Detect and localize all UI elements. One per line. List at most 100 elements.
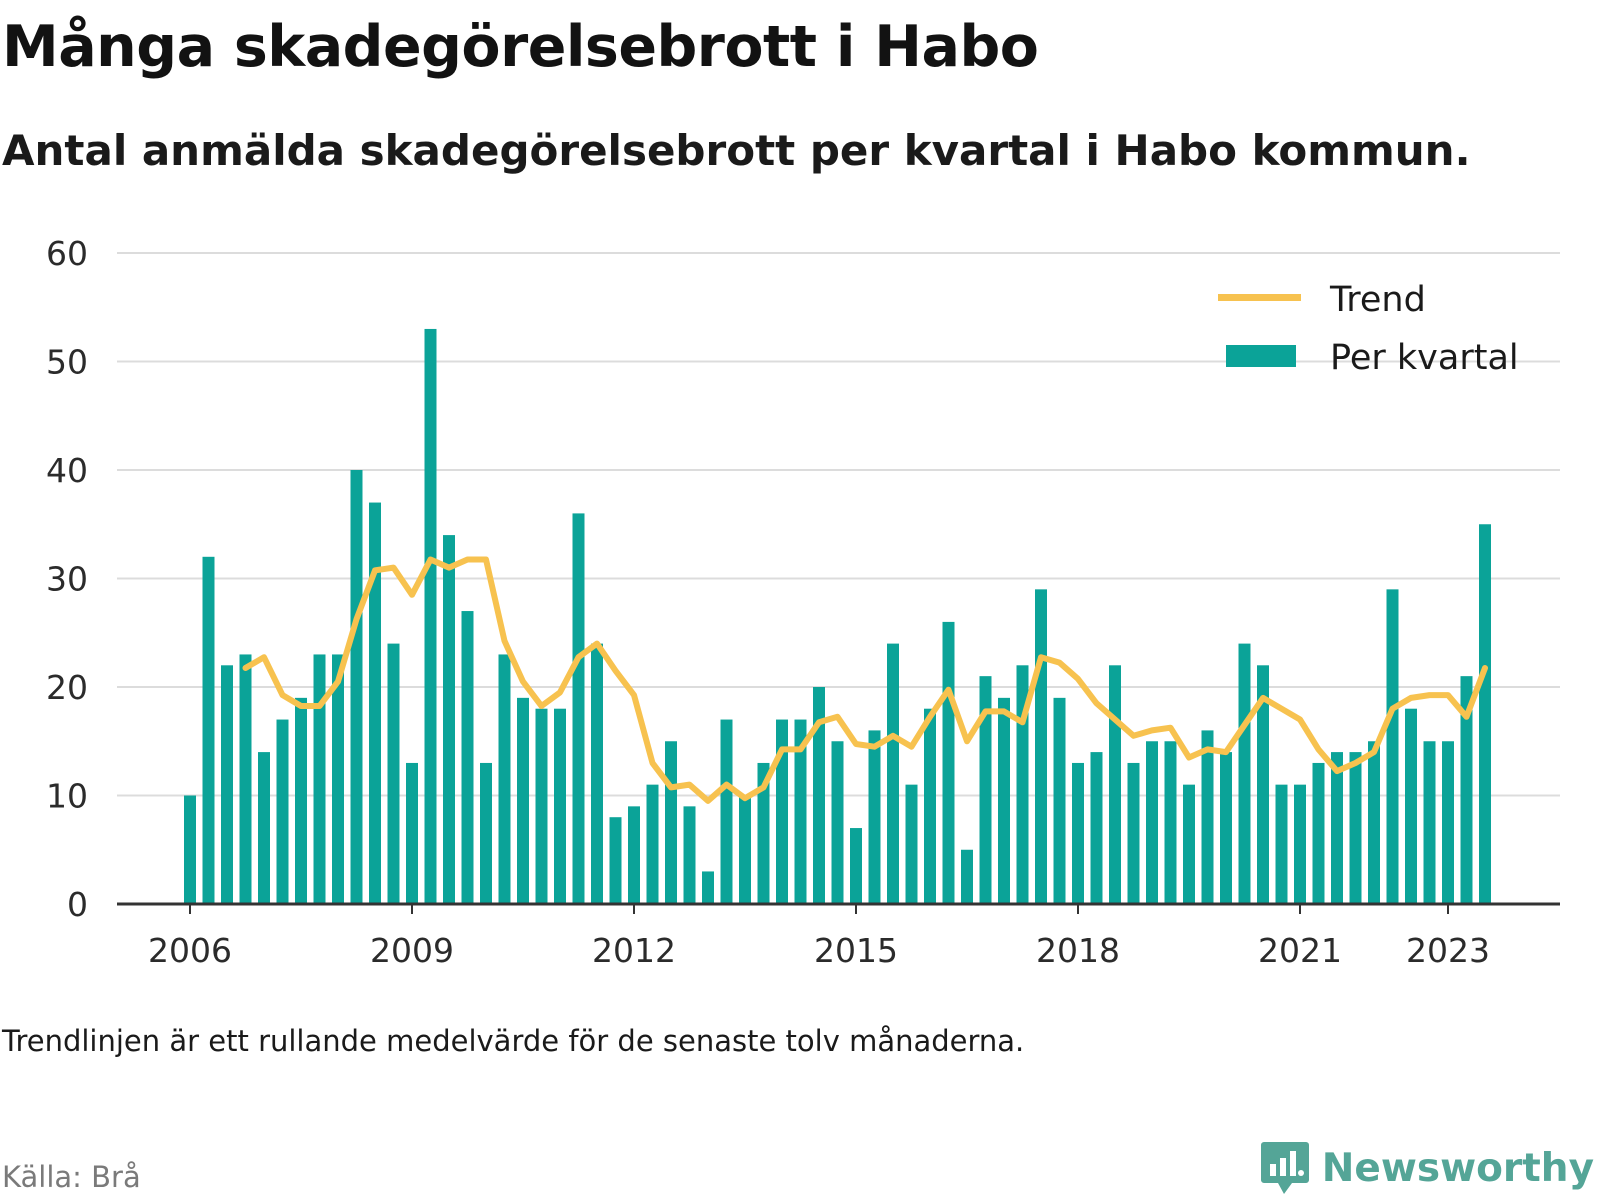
bar xyxy=(1479,524,1491,904)
bar xyxy=(1257,665,1269,904)
bar xyxy=(202,556,215,904)
y-tick-label: 40 xyxy=(46,451,88,490)
bar xyxy=(1146,741,1158,904)
bar xyxy=(905,784,918,904)
y-tick-label: 10 xyxy=(46,777,88,816)
x-tick-label: 2012 xyxy=(592,931,676,970)
bar xyxy=(850,828,862,904)
bar xyxy=(868,730,881,904)
bar xyxy=(1312,762,1325,904)
bar xyxy=(757,762,770,904)
x-tick-label: 2015 xyxy=(814,931,898,970)
legend-bar-label: Per kvartal xyxy=(1330,338,1519,378)
bar xyxy=(480,762,492,904)
brand-name: Newsworthy xyxy=(1321,1145,1594,1191)
brand-logo: Newsworthy xyxy=(1260,1140,1594,1196)
bar xyxy=(1386,589,1399,904)
bar xyxy=(702,871,714,904)
y-tick-label: 20 xyxy=(46,668,88,707)
bar xyxy=(1090,752,1103,904)
bar xyxy=(239,654,252,904)
bar xyxy=(739,795,751,904)
bar xyxy=(720,719,733,904)
bar xyxy=(1183,784,1195,904)
legend-bar-swatch xyxy=(1226,345,1296,367)
bar xyxy=(369,502,381,904)
bar xyxy=(1035,589,1047,904)
newsworthy-icon xyxy=(1260,1142,1309,1194)
bar xyxy=(1331,752,1343,904)
bar xyxy=(1460,676,1473,904)
bar xyxy=(1016,665,1029,904)
legend-trend-swatch xyxy=(1218,294,1301,301)
x-axis-ticks: 2006 2009 2012 2015 2018 2021 2023 xyxy=(148,904,1490,970)
trend-line xyxy=(242,556,1488,804)
bar xyxy=(1164,741,1177,904)
bar xyxy=(1109,665,1121,904)
bar xyxy=(813,687,825,904)
bar xyxy=(887,643,899,904)
y-tick-label: 30 xyxy=(46,560,88,599)
bar xyxy=(517,697,529,904)
x-tick-label: 2006 xyxy=(148,931,232,970)
bar xyxy=(313,654,326,904)
bar xyxy=(924,708,936,904)
bar xyxy=(1368,741,1380,904)
bar xyxy=(424,328,437,904)
bar xyxy=(461,611,474,904)
y-tick-label: 60 xyxy=(46,234,88,273)
bar xyxy=(1349,752,1362,904)
bar xyxy=(831,741,844,904)
bar xyxy=(794,719,807,904)
bar xyxy=(332,654,344,904)
x-tick-label: 2018 xyxy=(1036,931,1120,970)
bar xyxy=(221,665,233,904)
bar xyxy=(591,643,603,904)
x-tick-label: 2021 xyxy=(1258,931,1342,970)
x-tick-label: 2023 xyxy=(1406,931,1490,970)
bar xyxy=(961,849,973,904)
bar xyxy=(1423,741,1436,904)
y-tick-label: 0 xyxy=(67,885,88,924)
bar xyxy=(1201,730,1214,904)
bar xyxy=(276,719,289,904)
bar xyxy=(683,806,696,904)
chart-title: Många skadegörelsebrott i Habo xyxy=(2,14,1039,80)
source-label: Källa: Brå xyxy=(2,1160,141,1194)
legend: Trend Per kvartal xyxy=(1218,280,1519,378)
bar xyxy=(554,708,566,904)
bar xyxy=(628,806,640,904)
bar xyxy=(1294,784,1306,904)
bar xyxy=(942,621,955,904)
x-tick-label: 2009 xyxy=(370,931,454,970)
bar xyxy=(498,654,511,904)
bar xyxy=(665,741,677,904)
bar xyxy=(646,784,659,904)
bar xyxy=(184,795,196,904)
bars-per-kvartal xyxy=(184,328,1491,904)
bar xyxy=(1442,741,1454,904)
bar xyxy=(979,676,992,904)
bar xyxy=(1127,762,1140,904)
y-tick-label: 50 xyxy=(46,343,88,382)
bar xyxy=(1072,762,1084,904)
bar xyxy=(1405,708,1417,904)
legend-trend-label: Trend xyxy=(1329,280,1426,320)
bar xyxy=(535,708,548,904)
bar xyxy=(609,817,622,904)
bar xyxy=(258,752,270,904)
bar xyxy=(776,719,788,904)
trend-line-group xyxy=(242,556,1488,804)
bar xyxy=(1275,784,1288,904)
bar xyxy=(295,697,307,904)
bar xyxy=(350,470,363,904)
bar xyxy=(998,697,1010,904)
bar xyxy=(1238,643,1251,904)
bar xyxy=(443,535,455,904)
footnote: Trendlinjen är ett rullande medelvärde f… xyxy=(2,1024,1025,1058)
bar xyxy=(1053,697,1066,904)
bar xyxy=(572,513,585,904)
bar xyxy=(387,643,400,904)
y-axis-ticks: 0 10 20 30 40 50 60 xyxy=(46,234,88,924)
